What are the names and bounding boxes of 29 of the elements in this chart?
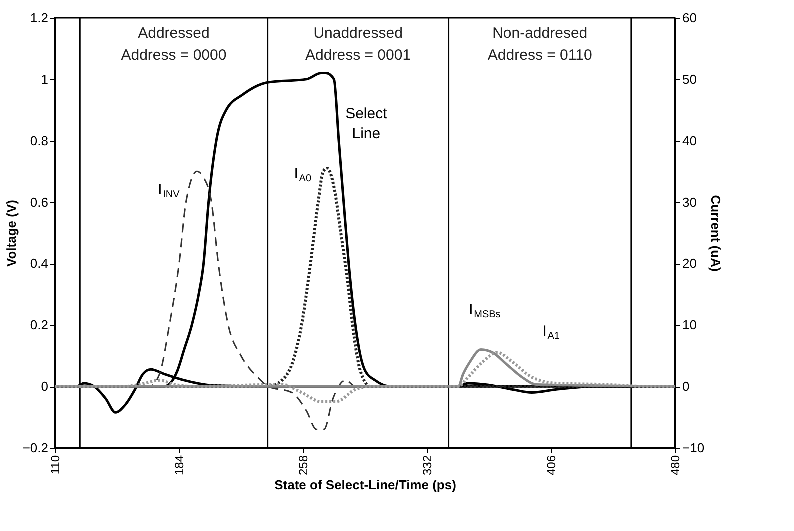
- y2-tick-label: 0: [682, 379, 690, 394]
- annotation: Non-addresed Address = 0110: [488, 25, 592, 64]
- annotation: Addressed Address = 0000: [121, 25, 227, 64]
- x-tick-label: 480: [668, 455, 682, 476]
- series-label: Select Line: [346, 105, 388, 142]
- x-tick-label: 258: [296, 455, 310, 476]
- annotation: Unaddressed Address = 0001: [306, 25, 412, 64]
- y2-tick-label: 30: [682, 194, 697, 210]
- y2-tick-label: 40: [682, 133, 697, 148]
- x-tick-label: 184: [172, 455, 186, 476]
- x-tick-label: 406: [544, 455, 558, 476]
- y2-tick-label: 60: [682, 10, 697, 26]
- y-tick-label: 0.6: [30, 194, 48, 210]
- y-tick-label: 1.2: [30, 10, 48, 26]
- y-tick-label: −0.2: [22, 440, 48, 456]
- y2-tick-label: 50: [682, 72, 697, 87]
- y-tick-label: 1: [41, 72, 48, 87]
- y-tick-label: 0.8: [30, 133, 48, 148]
- x-tick-label: 332: [420, 455, 434, 476]
- y2-tick-label: 20: [682, 256, 697, 272]
- x-axis-title: State of Select-Line/Time (ps): [274, 478, 456, 493]
- y2-axis-title: Current (uA): [708, 195, 724, 272]
- y-tick-label: 0.2: [30, 318, 48, 333]
- y-tick-label: 0.4: [30, 256, 48, 272]
- y-axis-title: Voltage (V): [4, 200, 19, 267]
- x-tick-label: 110: [48, 455, 62, 475]
- y2-tick-label: −10: [682, 440, 705, 456]
- y2-tick-label: 10: [682, 318, 697, 333]
- y-tick-label: 0: [41, 379, 48, 394]
